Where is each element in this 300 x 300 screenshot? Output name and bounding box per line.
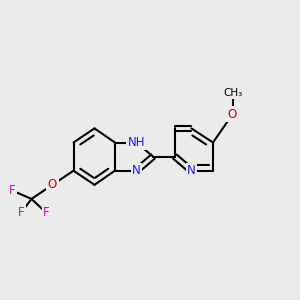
Text: N: N (132, 164, 141, 177)
Text: CH₃: CH₃ (223, 88, 242, 98)
Text: O: O (48, 178, 57, 191)
Text: N: N (187, 164, 196, 177)
Text: F: F (18, 206, 24, 220)
Text: O: O (228, 108, 237, 121)
Text: NH: NH (128, 136, 145, 149)
Text: F: F (9, 184, 15, 197)
Text: F: F (43, 206, 50, 220)
